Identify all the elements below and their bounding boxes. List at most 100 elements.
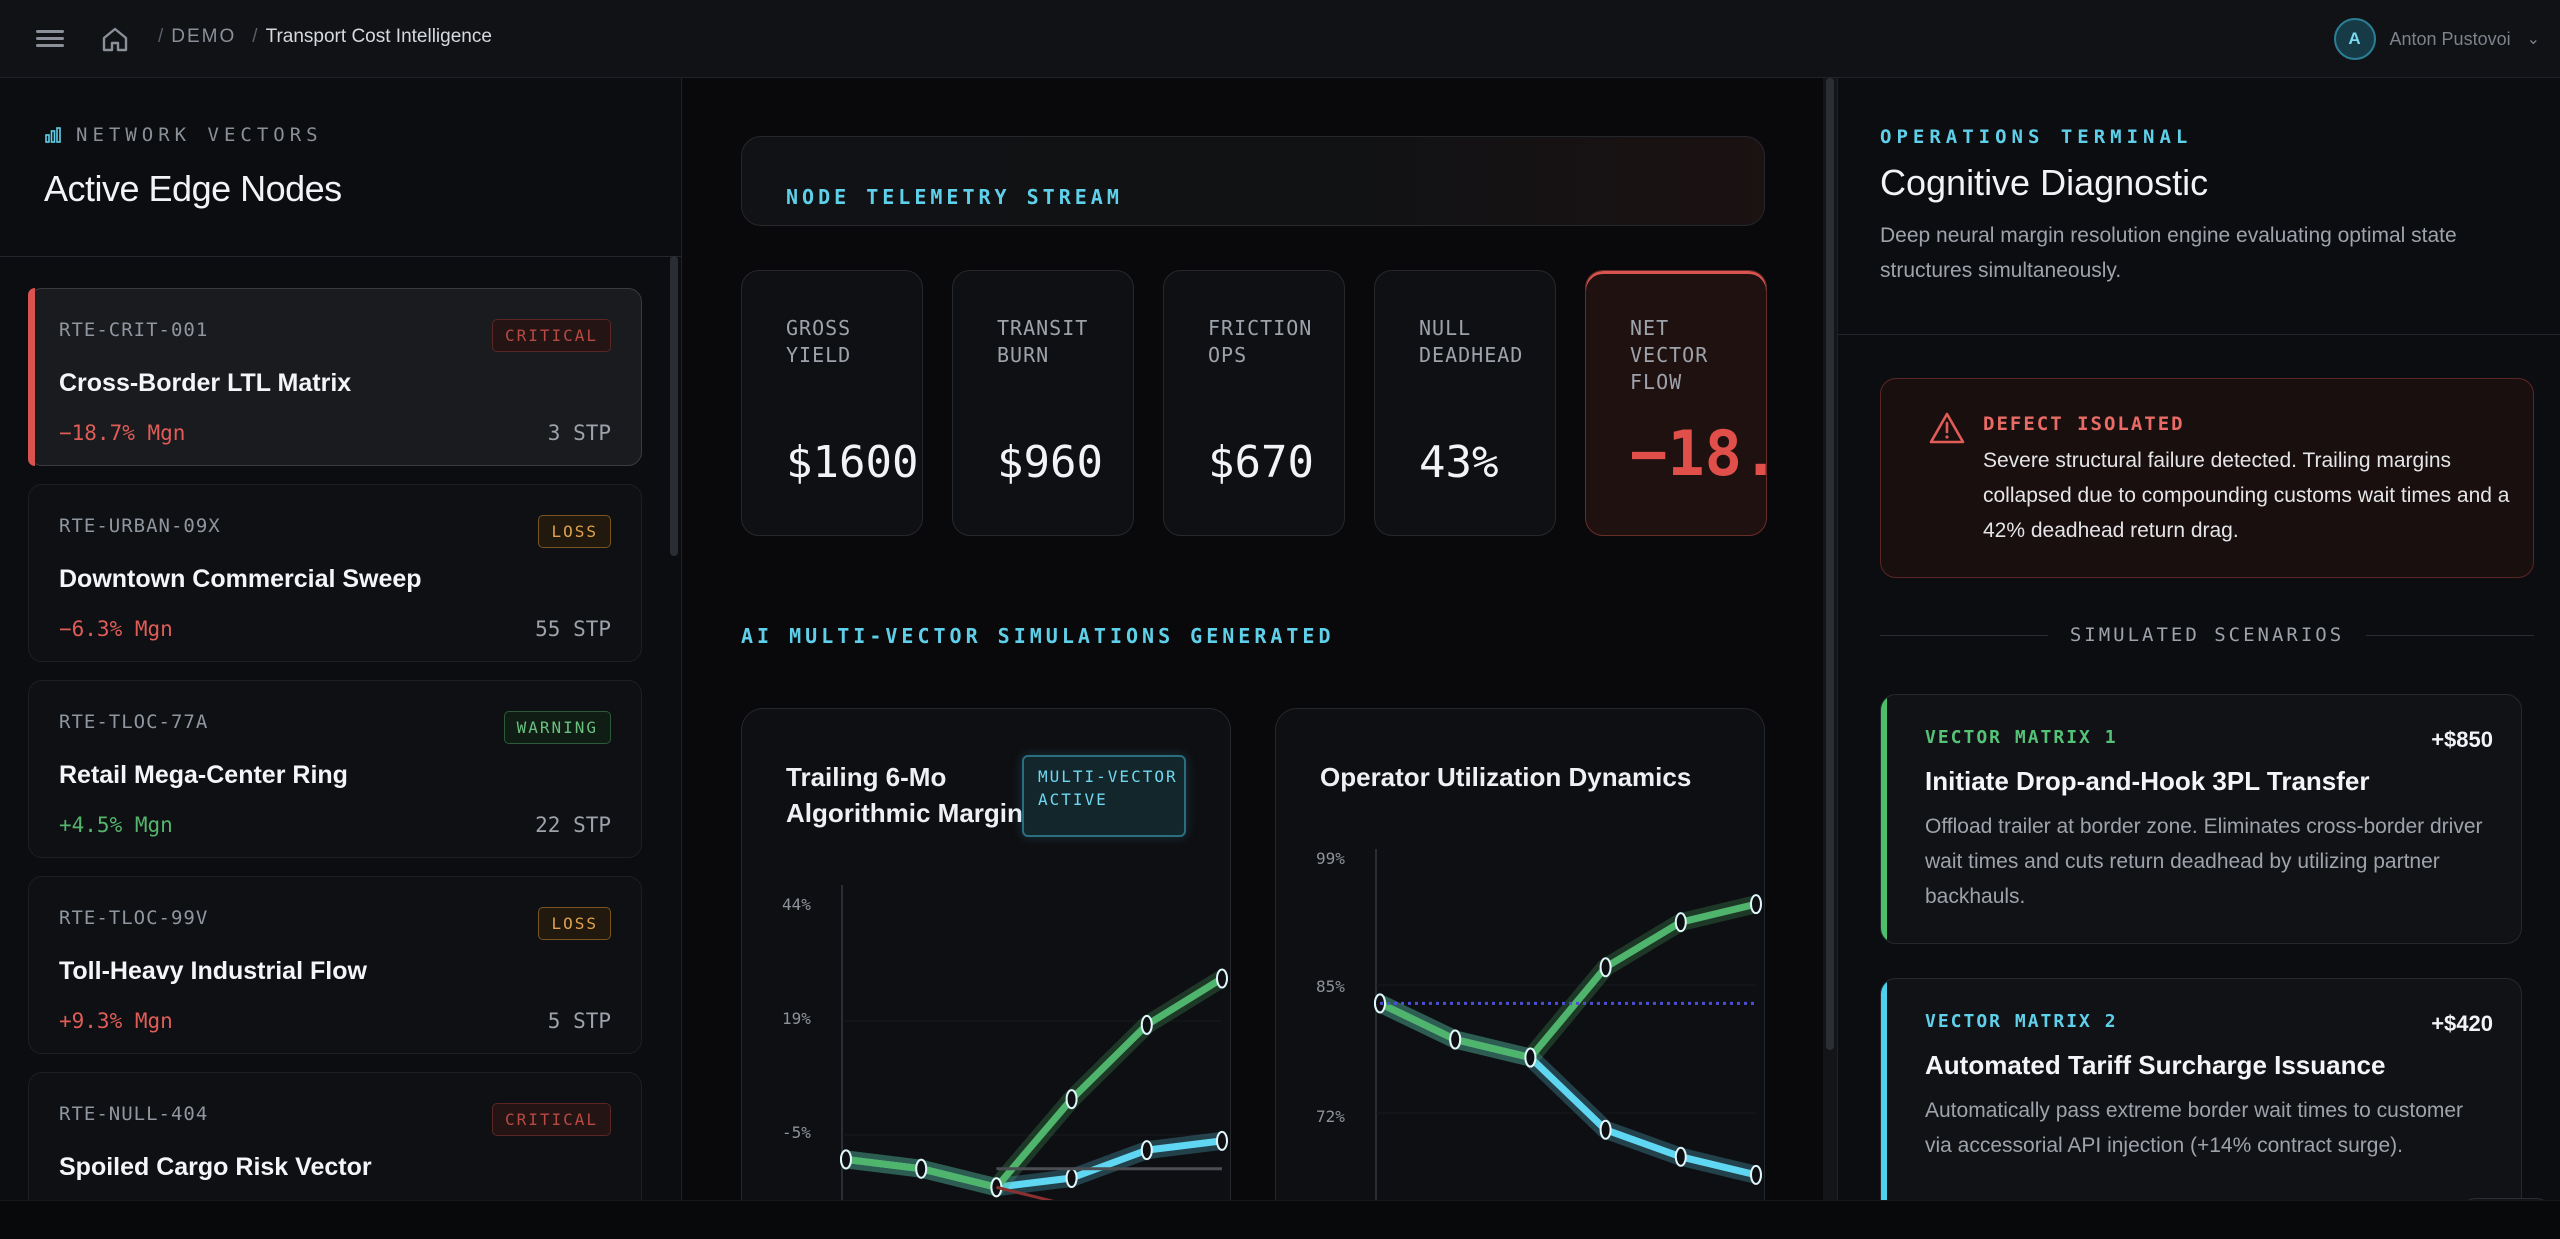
y-tick-label: -5%: [782, 1123, 811, 1142]
node-stops: 3 STP: [547, 421, 611, 445]
multi-vector-tag: MULTI-VECTOR ACTIVE: [1022, 755, 1186, 837]
data-point[interactable]: [1140, 1014, 1153, 1035]
list-item[interactable]: RTE-NULL-404 CRITICAL Spoiled Cargo Risk…: [28, 1072, 642, 1200]
telemetry-stream-header: NODE TELEMETRY STREAM: [741, 136, 1765, 226]
user-name[interactable]: Anton Pustovoi: [2389, 28, 2511, 49]
node-margin: +9.3% Mgn: [59, 1009, 173, 1033]
metric-label: GROSS YIELD: [786, 316, 852, 367]
status-badge: CRITICAL: [491, 319, 611, 352]
data-point[interactable]: [1524, 1047, 1537, 1068]
node-id: RTE-URBAN-09X: [59, 515, 221, 537]
metric-card: FRICTION OPS $670: [1163, 270, 1345, 536]
data-point[interactable]: [1140, 1140, 1153, 1161]
metric-row: GROSS YIELD $1600 TRANSIT BURN $960 FRIC…: [741, 270, 1767, 536]
telemetry-panel: NODE TELEMETRY STREAM GROSS YIELD $1600 …: [683, 78, 1823, 1200]
scenario-description: Offload trailer at border zone. Eliminat…: [1925, 815, 2483, 908]
node-title: Retail Mega-Center Ring: [59, 761, 348, 789]
data-point[interactable]: [1065, 1167, 1078, 1188]
metric-label: FRICTION OPS: [1208, 316, 1313, 367]
node-title: Cross-Border LTL Matrix: [59, 369, 352, 397]
menu-icon[interactable]: [36, 26, 64, 50]
top-bar: / DEMO / Transport Cost Intelligence A A…: [0, 0, 2560, 78]
scenario-amount: +$420: [2431, 1011, 2493, 1036]
scenario-title: Automated Tariff Surcharge Issuance: [1925, 1050, 2386, 1080]
node-id: RTE-TLOC-99V: [59, 907, 209, 929]
data-point[interactable]: [915, 1158, 928, 1179]
metric-value: $670: [1208, 437, 1314, 488]
list-item[interactable]: RTE-TLOC-77A WARNING Retail Mega-Center …: [28, 680, 642, 858]
panel-title: Active Edge Nodes: [44, 168, 342, 209]
chevron-down-icon[interactable]: ⌄: [2526, 31, 2540, 48]
list-item[interactable]: RTE-TLOC-99V LOSS Toll-Heavy Industrial …: [28, 876, 642, 1054]
data-point[interactable]: [1216, 968, 1228, 989]
scenario-card[interactable]: VECTOR MATRIX 1 +$850 Initiate Drop-and-…: [1880, 694, 2522, 944]
node-margin: −6.3% Mgn: [59, 617, 173, 641]
data-point[interactable]: [1750, 894, 1762, 915]
y-tick-label: 85%: [1316, 977, 1345, 996]
avatar[interactable]: A: [2333, 18, 2376, 60]
metric-value: 43%: [1419, 437, 1499, 488]
data-point[interactable]: [840, 1149, 852, 1170]
node-list: RTE-CRIT-001 CRITICAL Cross-Border LTL M…: [28, 288, 642, 1200]
scrollbar[interactable]: [1823, 78, 1837, 1200]
scenario-description: Automatically pass extreme border wait t…: [1925, 1099, 2464, 1157]
series-line: [1378, 900, 1757, 1062]
y-tick-label: 72%: [1316, 1107, 1345, 1126]
node-margin: −18.7% Mgn: [59, 421, 186, 445]
breadcrumb-current: Transport Cost Intelligence: [265, 26, 492, 47]
simulated-scenarios-heading: SIMULATED SCENARIOS: [1880, 624, 2534, 646]
y-tick-label: 19%: [782, 1009, 811, 1028]
metric-value: $960: [997, 437, 1103, 488]
data-point[interactable]: [1065, 1089, 1078, 1110]
list-item[interactable]: RTE-URBAN-09X LOSS Downtown Commercial S…: [28, 484, 642, 662]
data-point[interactable]: [1674, 1146, 1687, 1167]
status-badge: WARNING: [503, 711, 611, 744]
node-title: Spoiled Cargo Risk Vector: [59, 1153, 372, 1181]
scenario-title: Initiate Drop-and-Hook 3PL Transfer: [1925, 766, 2370, 796]
data-point[interactable]: [1599, 1119, 1612, 1140]
scenario-key: VECTOR MATRIX 2: [1925, 1011, 2118, 1032]
node-id: RTE-NULL-404: [59, 1103, 209, 1125]
breadcrumb: / DEMO / Transport Cost Intelligence: [158, 26, 492, 47]
series-line: [996, 1185, 1055, 1200]
utilization-line-chart: [1374, 849, 1762, 1200]
status-badge: LOSS: [538, 515, 611, 548]
bar-chart-icon: [45, 127, 61, 143]
metric-card: GROSS YIELD $1600: [741, 270, 923, 536]
metric-value: $1600: [786, 437, 919, 488]
node-stops: 22 STP: [535, 813, 611, 837]
warning-icon: [1929, 412, 1965, 444]
operations-terminal-panel: OPERATIONS TERMINAL Cognitive Diagnostic…: [1837, 78, 2560, 1200]
panel-title: Cognitive Diagnostic: [1880, 162, 2209, 203]
scrollbar[interactable]: [670, 256, 678, 556]
status-badge: LOSS: [538, 907, 611, 940]
home-icon[interactable]: [100, 24, 130, 54]
y-tick-label: 99%: [1316, 849, 1345, 868]
node-margin: +4.5% Mgn: [59, 813, 173, 837]
list-item[interactable]: RTE-CRIT-001 CRITICAL Cross-Border LTL M…: [28, 288, 642, 466]
network-vectors-panel: NETWORK VECTORS Active Edge Nodes RTE-CR…: [0, 78, 682, 1200]
metric-value: −18.: [1630, 417, 1767, 490]
chart-title: Operator Utilization Dynamics: [1320, 762, 1692, 792]
data-point[interactable]: [1674, 912, 1687, 933]
node-title: Toll-Heavy Industrial Flow: [59, 957, 367, 985]
user-menu[interactable]: A Anton Pustovoi ⌄: [2333, 18, 2540, 60]
simulated-scenarios-label: SIMULATED SCENARIOS: [2069, 624, 2345, 646]
metric-card: TRANSIT BURN $960: [952, 270, 1134, 536]
chart-title: Trailing 6-Mo Algorithmic Margin: [786, 762, 1023, 828]
defect-title: DEFECT ISOLATED: [1983, 413, 2185, 435]
node-stops: 5 STP: [547, 1009, 611, 1033]
breadcrumb-demo[interactable]: DEMO: [171, 26, 237, 47]
utilization-chart-card: Operator Utilization Dynamics 99% 85% 72…: [1275, 708, 1765, 1200]
data-point[interactable]: [1750, 1164, 1762, 1185]
metric-label: NULL DEADHEAD: [1419, 316, 1524, 367]
data-point[interactable]: [1216, 1130, 1228, 1151]
scenario-card[interactable]: VECTOR MATRIX 2 +$420 Automated Tariff S…: [1880, 978, 2522, 1200]
data-point[interactable]: [1599, 957, 1612, 978]
metric-label: NET VECTOR FLOW: [1630, 316, 1709, 394]
scenario-key: VECTOR MATRIX 1: [1925, 727, 2118, 748]
data-point[interactable]: [1449, 1029, 1462, 1050]
simulations-label: AI MULTI-VECTOR SIMULATIONS GENERATED: [741, 624, 1335, 648]
defect-description: Severe structural failure detected. Trai…: [1983, 449, 2510, 542]
series-glow: [1376, 895, 1759, 1067]
